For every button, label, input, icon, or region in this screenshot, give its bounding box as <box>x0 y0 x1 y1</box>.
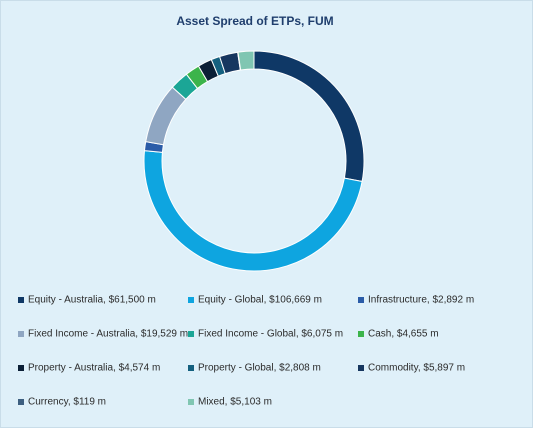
legend-label: Property - Global, $2,808 m <box>198 363 321 374</box>
legend-swatch <box>18 331 24 337</box>
legend-swatch <box>188 365 194 371</box>
legend-swatch <box>188 297 194 303</box>
legend-swatch <box>188 331 194 337</box>
legend-label: Commodity, $5,897 m <box>368 363 465 374</box>
legend-label: Equity - Global, $106,669 m <box>198 295 322 306</box>
legend-swatch <box>18 365 24 371</box>
legend-swatch <box>18 297 24 303</box>
legend-swatch <box>18 399 24 405</box>
legend-swatch <box>188 399 194 405</box>
legend-label: Infrastructure, $2,892 m <box>368 295 474 306</box>
legend-label: Mixed, $5,103 m <box>198 397 272 408</box>
legend-label: Fixed Income - Global, $6,075 m <box>198 329 343 340</box>
legend-label: Property - Australia, $4,574 m <box>28 363 160 374</box>
legend-label: Currency, $119 m <box>28 397 106 408</box>
legend-label: Fixed Income - Australia, $19,529 m <box>28 329 188 340</box>
legend-swatch <box>358 331 364 337</box>
legend-label: Equity - Australia, $61,500 m <box>28 295 156 306</box>
legend-swatch <box>358 297 364 303</box>
chart-title: Asset Spread of ETPs, FUM <box>176 14 333 28</box>
legend-label: Cash, $4,655 m <box>368 329 439 340</box>
legend-swatch <box>358 365 364 371</box>
donut-slice <box>237 50 255 71</box>
